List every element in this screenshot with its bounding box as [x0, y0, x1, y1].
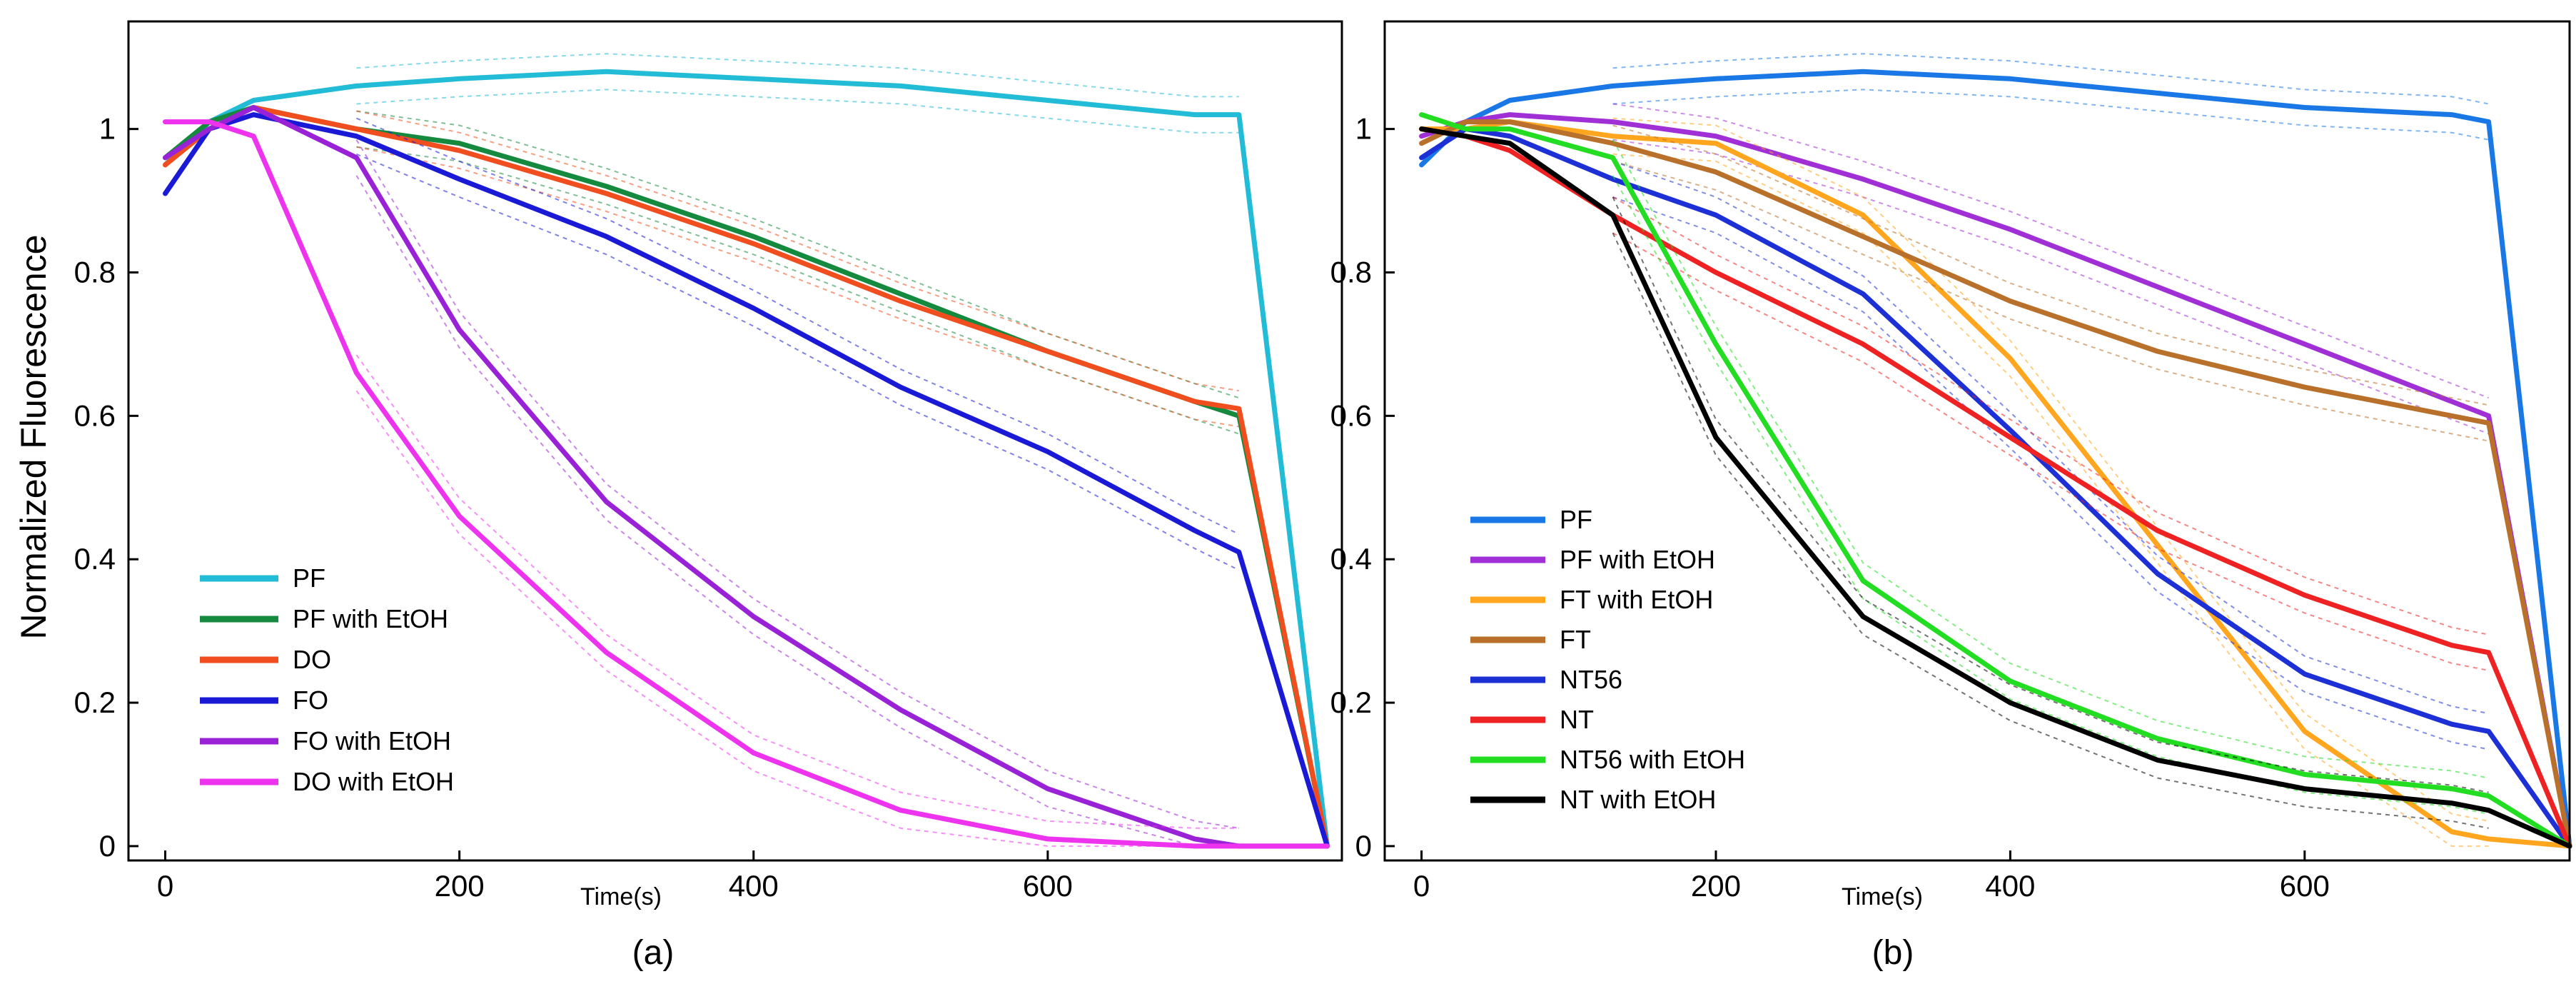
- chart-a-series-line-fo-with-etoh: [163, 105, 1330, 849]
- chart-b-legend-label: FT with EtOH: [1560, 585, 1713, 614]
- chart-b-series-line-nt-with-etoh: [1419, 126, 2572, 849]
- chart-b-series-error-band: [1612, 103, 2489, 399]
- chart-b-x-tick-label: 600: [2280, 869, 2330, 903]
- chart-a-legend-label: PF: [293, 563, 325, 593]
- chart-b-legend-label: PF: [1560, 505, 1592, 534]
- chart-b-y-tick-label: 0.4: [1330, 542, 1372, 576]
- chart-b-x-tick-label: 200: [1691, 869, 1741, 903]
- chart-b-x-tick-label: 0: [1413, 869, 1430, 903]
- chart-b-frame: [1383, 20, 2571, 862]
- chart-b-legend-label: PF with EtOH: [1560, 545, 1715, 574]
- chart-b-series-error-band: [1612, 139, 2489, 779]
- chart-b-y-tick-label: 0.6: [1330, 398, 1372, 432]
- chart-b-plot: [1419, 53, 2572, 849]
- y-axis-label: Normalized Fluorescence: [14, 235, 54, 640]
- chart-a-series-line-do-with-etoh: [163, 119, 1330, 849]
- chart-b-legend: PF PF with EtOH FT with EtOH FT NT56 NT NT56 w…: [1470, 505, 1745, 814]
- chart-b-series-line-pf-with-etoh: [1419, 112, 2572, 849]
- chart-b-series-error-band: [1612, 153, 2489, 847]
- chart-a: 0 200 400 600 0 0.2 0.4 0.6 0.8 1 Time(s) PF PF wi…: [74, 20, 1343, 972]
- chart-b-y-tick-label: 0: [1355, 829, 1372, 863]
- chart-b-series-line-nt56-with-etoh: [1419, 112, 2572, 849]
- chart-b-series-error-band: [1612, 232, 2489, 829]
- chart-b-series-error-band: [1612, 117, 2489, 822]
- chart-a-legend-label: PF with EtOH: [293, 604, 448, 633]
- chart-a-y-tick-label: 0.8: [74, 255, 116, 288]
- chart-b-series-error-band: [1612, 53, 2489, 105]
- chart-b-axes: [1383, 20, 2571, 862]
- chart-b-legend-label: NT with EtOH: [1560, 785, 1716, 814]
- chart-a-y-tick-label: 0: [99, 829, 116, 863]
- chart-b-ticks: 0 200 400 600 0 0.2 0.4 0.6 0.8 1: [1330, 112, 2330, 903]
- chart-a-series-error-band: [356, 53, 1239, 98]
- chart-a-axes: [127, 20, 1343, 862]
- chart-a-ticks: 0 200 400 600 0 0.2 0.4 0.6 0.8 1: [74, 112, 1073, 903]
- chart-a-series-error-band: [356, 146, 1239, 428]
- chart-a-series-error-band: [356, 110, 1239, 392]
- chart-b-y-tick-label: 0.8: [1330, 255, 1372, 288]
- chart-b-series-line-ft: [1419, 119, 2572, 849]
- chart-a-y-tick-label: 1: [99, 112, 116, 146]
- chart-a-legend-label: FO: [293, 686, 328, 715]
- chart-a-x-tick-label: 0: [157, 869, 173, 903]
- chart-a-series-line-fo: [163, 112, 1330, 849]
- chart-a-plot: [163, 53, 1330, 849]
- chart-a-series-error-band: [355, 175, 1239, 847]
- chart-b-series-line-nt56: [1419, 126, 2572, 849]
- chart-a-legend-label: DO with EtOH: [293, 767, 454, 796]
- chart-b-legend-label: FT: [1560, 625, 1591, 654]
- chart-b-series-error-band: [1612, 196, 2489, 636]
- chart-b-series-error-band: [1612, 124, 2489, 406]
- chart-b-series-error-band: [1612, 89, 2489, 141]
- chart-a-series-line-pf: [163, 69, 1330, 849]
- chart-a-series-error-band: [356, 153, 1240, 571]
- chart-a-series-error-band: [356, 117, 1240, 535]
- chart-b-legend-label: NT: [1560, 705, 1594, 734]
- chart-a-y-tick-label: 0.6: [74, 398, 116, 432]
- chart-a-series-error-band: [355, 354, 1239, 829]
- chart-b-legend-label: NT56 with EtOH: [1560, 745, 1745, 774]
- chart-b-series-error-band: [1612, 196, 2489, 793]
- chart-b-series-line-ft-with-etoh: [1419, 119, 2572, 849]
- chart-b-series-error-band: [1612, 160, 2489, 442]
- chart-b-x-tick-label: 400: [1985, 869, 2035, 903]
- chart-a-x-tick-label: 200: [435, 869, 485, 903]
- chart-b-y-tick-label: 0.2: [1330, 686, 1372, 719]
- chart-b-series-error-band: [1612, 232, 2489, 671]
- chart-b-series-line-nt: [1419, 126, 2572, 849]
- chart-b-x-axis-label: Time(s): [1842, 883, 1923, 910]
- chart-b-y-tick-label: 1: [1355, 112, 1372, 146]
- chart-a-x-tick-label: 400: [729, 869, 779, 903]
- chart-a-panel-label: (a): [632, 934, 675, 972]
- chart-a-series-error-band: [356, 89, 1239, 134]
- chart-a-y-tick-label: 0.4: [74, 542, 116, 576]
- chart-a-x-tick-label: 600: [1023, 869, 1073, 903]
- chart-a-legend-label: DO: [293, 645, 331, 674]
- chart-a-y-tick-label: 0.2: [74, 686, 116, 719]
- chart-a-x-axis-label: Time(s): [580, 883, 662, 910]
- chart-a-legend: PF PF with EtOH DO FO FO with EtOH DO with Et…: [200, 563, 454, 796]
- chart-a-frame: [127, 20, 1343, 862]
- chart-b: 0 200 400 600 0 0.2 0.4 0.6 0.8 1 Time(s) PF PF wi…: [1330, 20, 2572, 972]
- chart-a-legend-label: FO with EtOH: [293, 726, 451, 755]
- chart-b-legend-label: NT56: [1560, 665, 1622, 694]
- chart-b-series-error-band: [1612, 175, 2489, 815]
- chart-b-series-line-pf: [1419, 69, 2572, 849]
- chart-a-series-error-band: [355, 390, 1239, 847]
- chart-b-panel-label: (b): [1872, 934, 1914, 972]
